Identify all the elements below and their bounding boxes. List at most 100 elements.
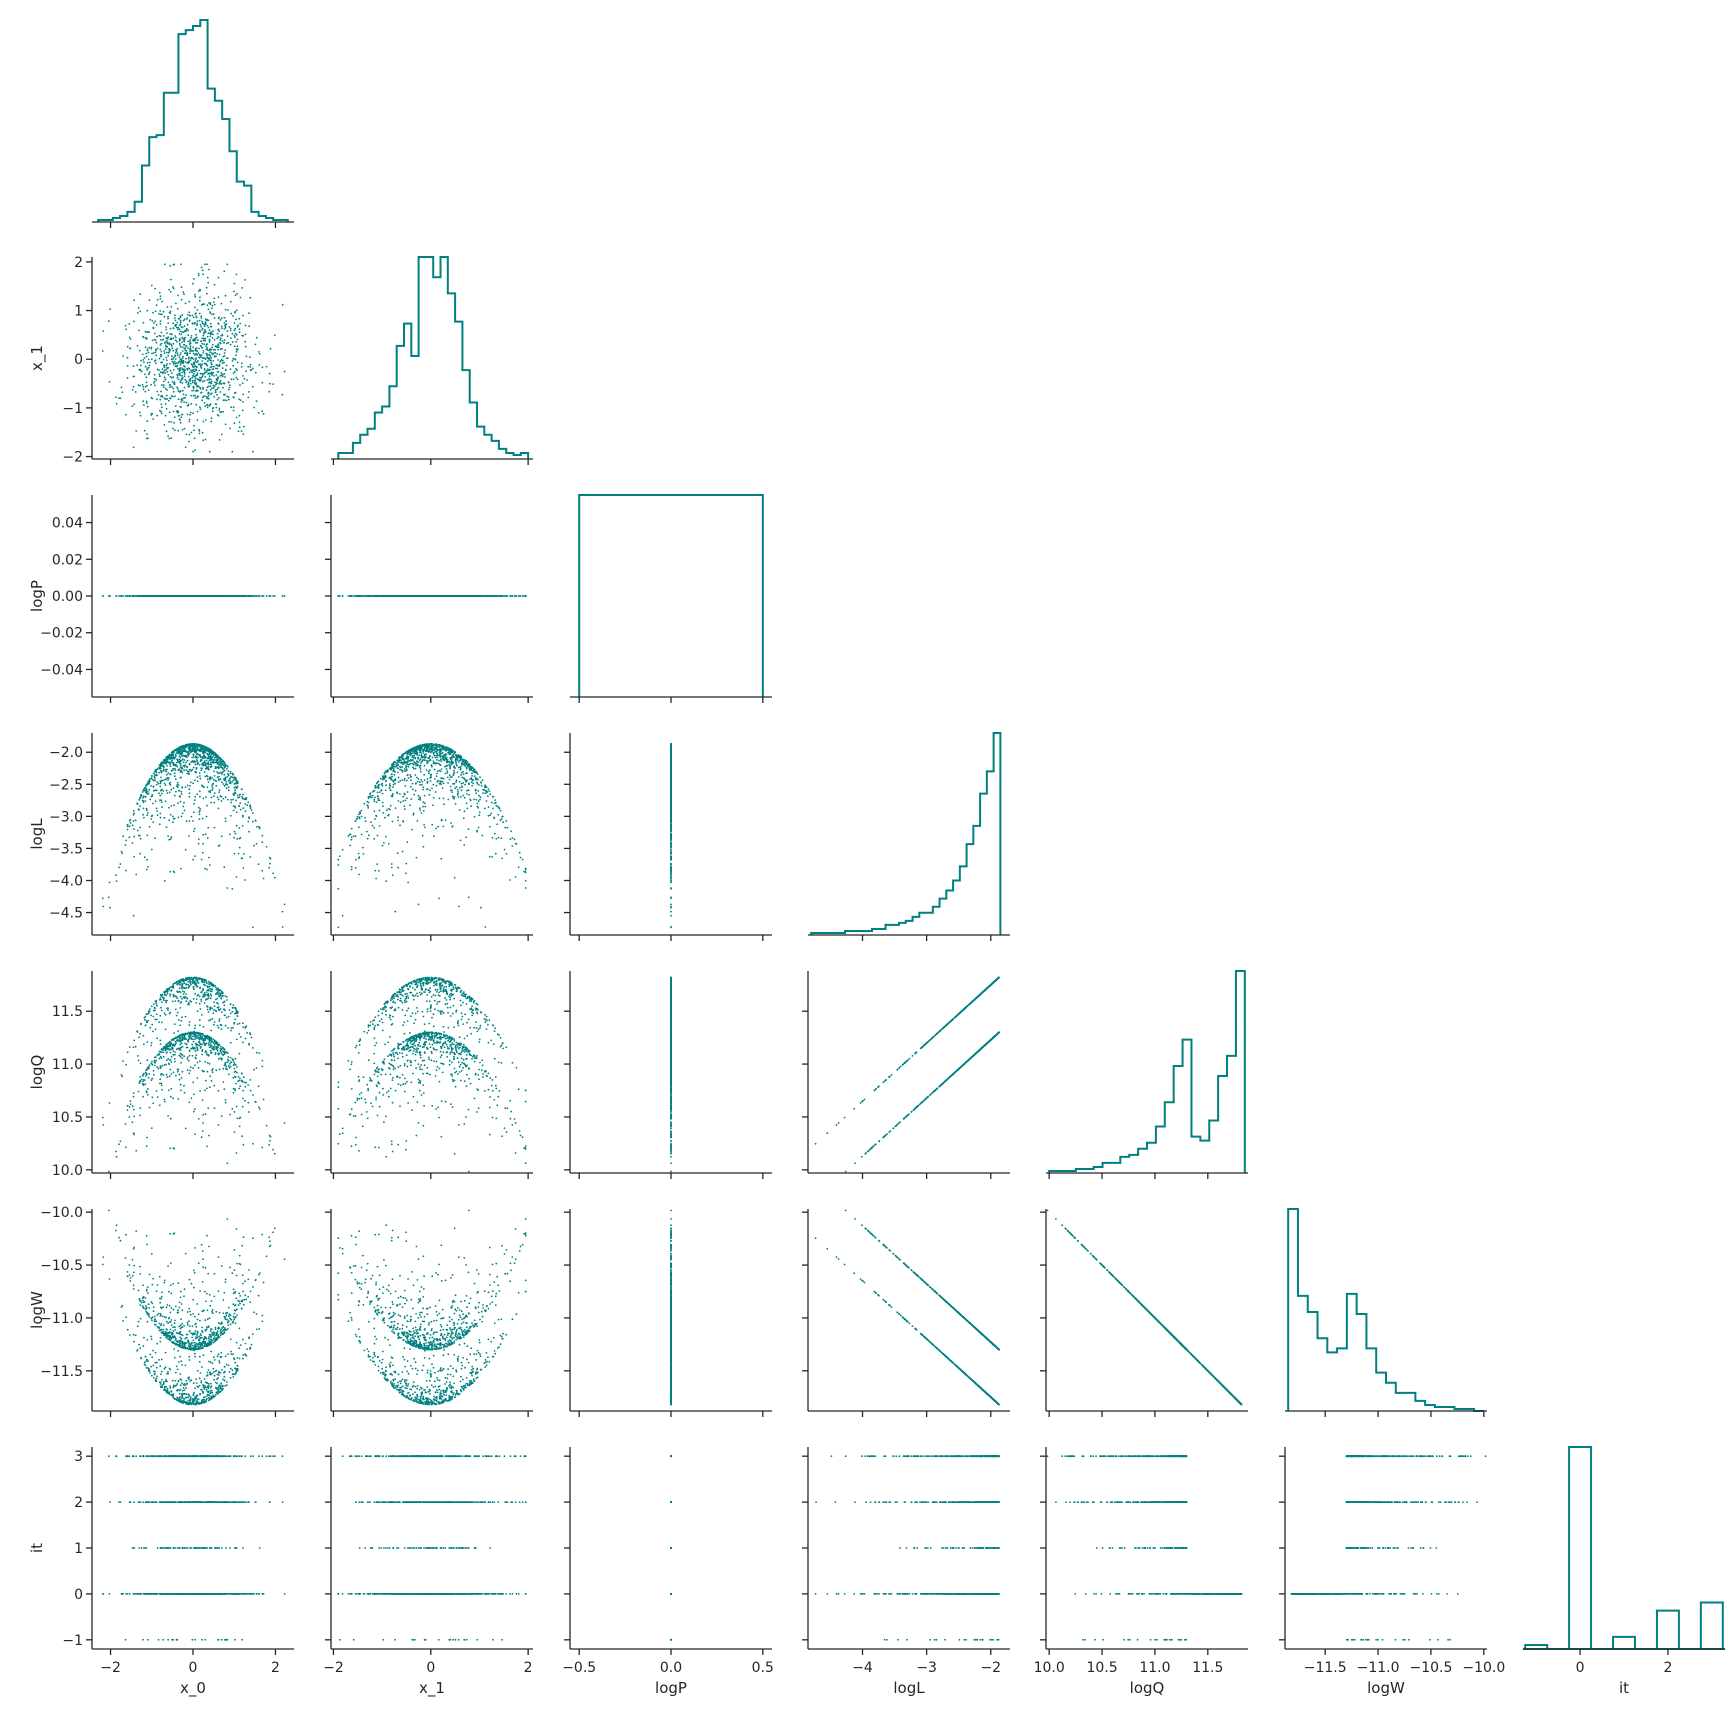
point — [180, 379, 182, 382]
point — [194, 360, 197, 362]
point — [200, 325, 202, 328]
point — [249, 595, 251, 597]
point — [145, 784, 148, 787]
point — [161, 361, 163, 363]
point — [494, 595, 497, 597]
point — [218, 791, 221, 793]
point — [212, 333, 214, 336]
point — [193, 830, 195, 833]
y-axis-label: logP — [28, 580, 46, 612]
point — [156, 368, 159, 371]
point — [159, 339, 162, 341]
point — [170, 343, 173, 346]
point — [134, 391, 137, 393]
point — [195, 403, 197, 406]
point — [254, 595, 257, 597]
point — [156, 814, 159, 817]
point — [188, 835, 190, 837]
point — [146, 834, 149, 837]
point — [162, 386, 165, 389]
point — [269, 382, 271, 385]
point — [166, 332, 168, 334]
point — [152, 327, 155, 330]
y-tick-label: 0 — [74, 352, 83, 368]
point — [159, 295, 162, 298]
point — [169, 595, 172, 597]
point — [185, 357, 187, 360]
point — [209, 366, 212, 369]
point — [183, 352, 186, 355]
point — [233, 290, 235, 293]
point — [174, 595, 176, 597]
point — [162, 790, 165, 792]
point — [189, 377, 192, 380]
point — [196, 341, 199, 344]
point — [210, 417, 213, 420]
point — [195, 316, 198, 319]
point — [174, 355, 176, 358]
point — [186, 323, 189, 326]
point — [144, 330, 147, 333]
point — [222, 595, 225, 597]
histogram-x_1 — [337, 256, 530, 459]
point — [188, 361, 190, 363]
point — [198, 811, 201, 813]
point — [142, 789, 145, 792]
point — [268, 866, 271, 869]
point — [133, 828, 135, 830]
point — [208, 341, 211, 343]
point — [181, 346, 184, 348]
point — [201, 342, 204, 345]
point — [198, 790, 201, 792]
point — [198, 312, 201, 315]
point — [162, 595, 165, 597]
point — [181, 382, 184, 384]
point — [164, 372, 166, 374]
point — [281, 303, 284, 306]
point — [183, 759, 186, 761]
point — [202, 339, 205, 342]
point — [170, 337, 172, 339]
point — [160, 331, 163, 334]
point — [202, 386, 204, 389]
point — [175, 336, 177, 339]
point — [235, 824, 238, 827]
point — [194, 293, 196, 296]
point — [211, 788, 214, 791]
point — [207, 332, 210, 334]
point — [196, 760, 199, 763]
point — [281, 910, 284, 913]
point — [211, 304, 214, 307]
point — [258, 826, 261, 829]
point — [209, 595, 211, 597]
point — [283, 903, 286, 906]
point — [191, 365, 194, 368]
point — [226, 342, 228, 345]
point — [162, 384, 165, 387]
point — [209, 776, 211, 779]
point — [187, 329, 190, 332]
point — [172, 342, 175, 345]
point — [169, 278, 172, 281]
point — [242, 595, 244, 597]
point — [140, 359, 142, 362]
point — [159, 595, 162, 597]
point — [147, 351, 150, 354]
point — [170, 421, 173, 423]
point — [182, 319, 185, 322]
point — [170, 395, 173, 397]
point — [235, 309, 238, 312]
point — [126, 828, 129, 831]
point — [215, 383, 217, 386]
point — [175, 410, 178, 413]
point — [183, 293, 185, 296]
point — [241, 409, 244, 412]
point — [147, 866, 149, 868]
point — [201, 784, 203, 787]
point — [186, 413, 189, 416]
point — [242, 433, 245, 436]
point — [102, 905, 105, 908]
point — [188, 319, 191, 322]
point — [192, 595, 195, 597]
point — [159, 297, 162, 300]
